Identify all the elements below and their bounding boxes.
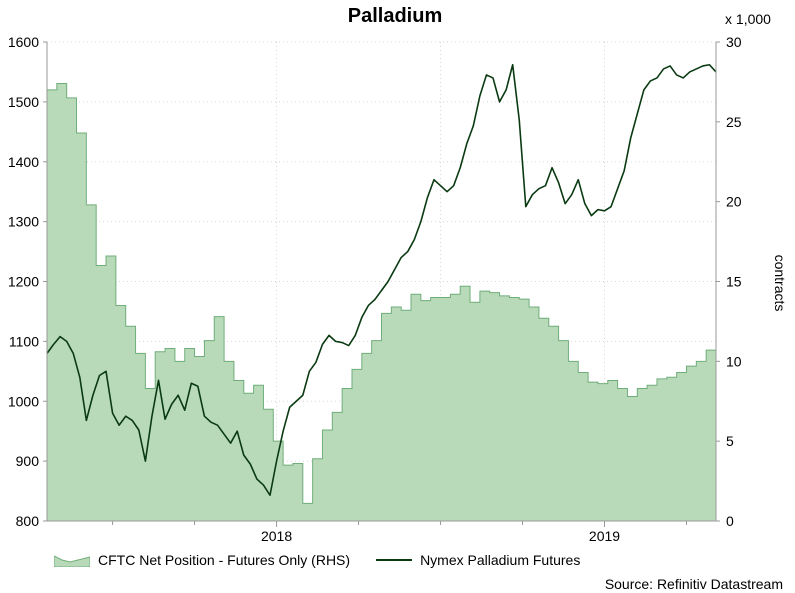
- right-tick-label: 5: [726, 433, 734, 449]
- right-tick-label: 30: [726, 34, 742, 50]
- left-tick-label: 1000: [8, 393, 39, 409]
- legend-item-palladium: Nymex Palladium Futures: [376, 552, 580, 568]
- legend-label-cftc: CFTC Net Position - Futures Only (RHS): [98, 552, 351, 568]
- right-tick-label: 25: [726, 114, 742, 130]
- cftc-net-position-area: [46, 83, 717, 522]
- palladium-futures-line: [46, 63, 717, 497]
- right-tick-label: 0: [726, 513, 734, 529]
- right-axis-ticks: 0 5 10 15 20 25 30: [716, 34, 742, 529]
- x-tick-label: 2018: [261, 528, 292, 544]
- left-tick-label: 900: [16, 453, 40, 469]
- legend-item-cftc: CFTC Net Position - Futures Only (RHS): [54, 552, 350, 568]
- right-tick-label: 20: [726, 194, 742, 210]
- legend-label-palladium: Nymex Palladium Futures: [420, 552, 581, 568]
- line-series: [46, 63, 717, 497]
- left-tick-label: 1500: [8, 94, 39, 110]
- left-tick-label: 1200: [8, 274, 39, 290]
- left-tick-label: 1600: [8, 34, 39, 50]
- right-axis-label: contracts: [772, 255, 788, 312]
- left-tick-label: 1100: [9, 333, 39, 349]
- legend: CFTC Net Position - Futures Only (RHS) N…: [54, 552, 606, 568]
- x-tick-label: 2019: [589, 528, 620, 544]
- area-series: [46, 83, 717, 522]
- right-tick-label: 15: [726, 274, 742, 290]
- left-tick-label: 800: [16, 513, 40, 529]
- left-axis-ticks: 800 900 1000 1100 1200 1300 1400 1500 1600: [8, 34, 47, 529]
- left-tick-label: 1300: [8, 214, 39, 230]
- x-axis-ticks: 2018 2019: [112, 521, 687, 544]
- right-tick-label: 10: [726, 353, 742, 369]
- chart-title: Palladium: [348, 5, 442, 27]
- source-note: Source: Refinitiv Datastream: [604, 576, 783, 592]
- legend-area-swatch: [54, 555, 90, 567]
- left-tick-label: 1400: [8, 154, 39, 170]
- right-axis-multiplier: x 1,000: [725, 11, 771, 27]
- legend-line-swatch: [376, 559, 413, 561]
